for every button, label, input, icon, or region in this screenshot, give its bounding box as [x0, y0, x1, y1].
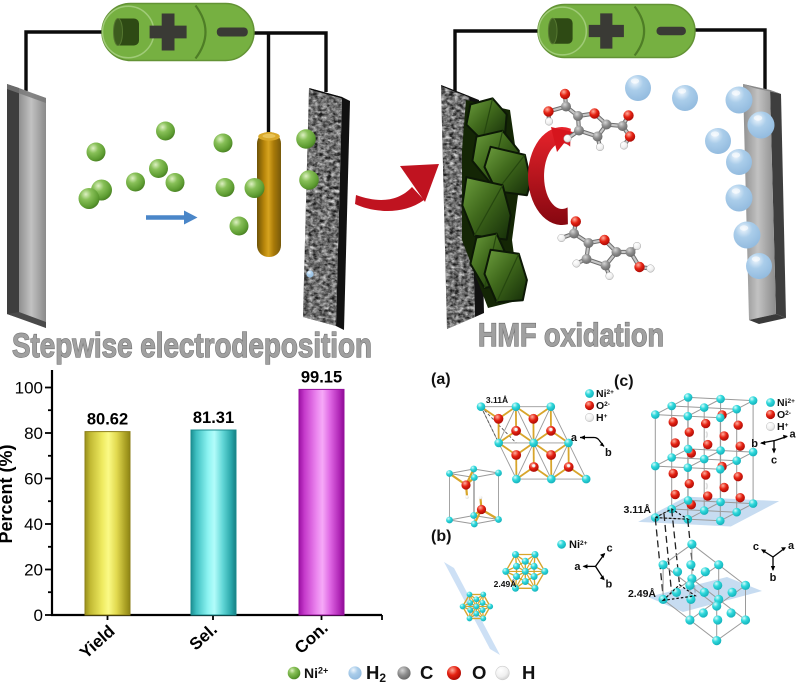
svg-text:a: a: [574, 561, 581, 573]
svg-text:H+: H+: [596, 412, 608, 424]
svg-text:81.31: 81.31: [193, 409, 234, 427]
svg-text:(c): (c): [614, 373, 634, 390]
svg-text:Percent (%): Percent (%): [0, 444, 16, 543]
svg-text:60: 60: [24, 470, 43, 489]
svg-text:H+: H+: [777, 421, 789, 433]
svg-text:H: H: [522, 662, 535, 683]
svg-text:c: c: [771, 455, 777, 467]
svg-text:20: 20: [24, 561, 43, 580]
svg-text:a: a: [571, 432, 578, 444]
svg-text:(b): (b): [431, 528, 451, 545]
svg-text:2.49Å: 2.49Å: [494, 579, 517, 589]
svg-text:b: b: [606, 578, 613, 590]
svg-text:HMF oxidation: HMF oxidation: [478, 317, 664, 353]
svg-text:O: O: [472, 662, 486, 683]
svg-text:b: b: [770, 572, 777, 584]
svg-text:80: 80: [24, 424, 43, 443]
svg-text:0: 0: [34, 606, 43, 625]
svg-text:b: b: [605, 447, 612, 459]
svg-text:b: b: [751, 438, 758, 450]
svg-text:a: a: [790, 429, 797, 441]
svg-text:2.49Å: 2.49Å: [628, 587, 656, 600]
svg-text:40: 40: [24, 515, 43, 534]
svg-text:100: 100: [15, 379, 43, 398]
svg-text:c: c: [753, 541, 759, 553]
svg-text:(a): (a): [431, 371, 451, 388]
svg-text:80.62: 80.62: [87, 411, 128, 429]
svg-text:99.15: 99.15: [301, 368, 342, 386]
svg-text:3.11Å: 3.11Å: [624, 503, 652, 516]
svg-text:C: C: [420, 662, 433, 683]
svg-text:Stepwise electrodeposition: Stepwise electrodeposition: [12, 327, 372, 365]
svg-text:3.11Å: 3.11Å: [486, 395, 508, 405]
svg-text:a: a: [788, 540, 795, 552]
svg-text:c: c: [607, 542, 613, 554]
